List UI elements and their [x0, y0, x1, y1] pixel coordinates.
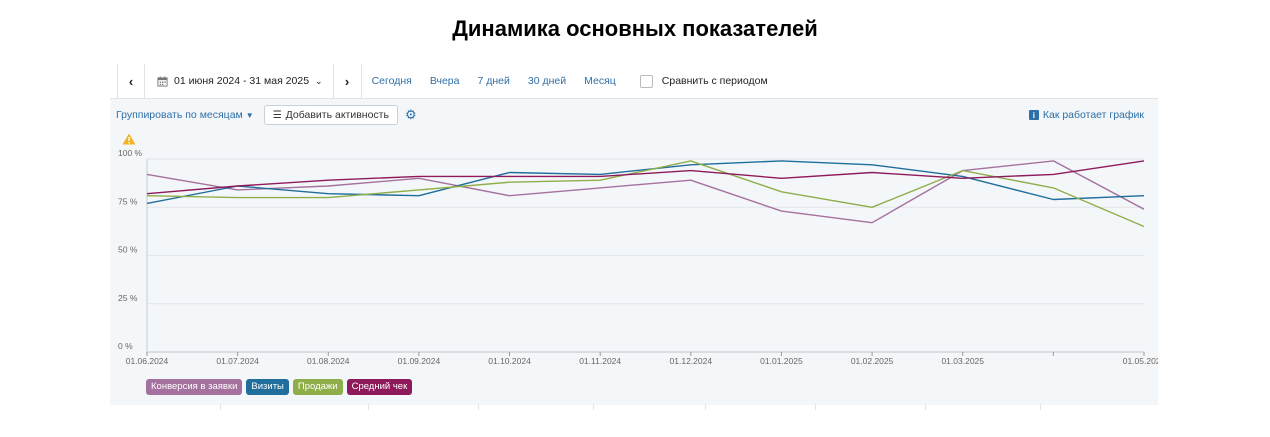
series-line-2[interactable]	[146, 160, 1145, 228]
chevron-left-icon: ‹	[128, 73, 134, 89]
compare-period-checkbox[interactable]: Сравнить с периодом	[639, 74, 768, 88]
quick-link-30-days[interactable]: 30 дней	[527, 75, 567, 87]
quick-link-month[interactable]: Месяц	[584, 75, 616, 87]
chevron-down-icon: ▼	[245, 111, 254, 120]
x-tick-label: 01.09.2024	[398, 356, 441, 366]
x-tick-label: 01.05.2025	[1123, 356, 1158, 366]
chart-panel: Группировать по месяцам ▼ ☰ Добавить акти…	[110, 98, 1158, 405]
group-by-dropdown[interactable]: Группировать по месяцам ▼	[116, 109, 254, 121]
y-tick-label: 75 %	[118, 196, 138, 206]
info-icon: i	[1028, 110, 1039, 120]
line-chart: 100 % 75 % 50 % 25 % 0 % 01.06.2024 01.07.2024…	[118, 148, 1158, 366]
checkbox-box[interactable]	[639, 74, 653, 88]
legend-item-conversion[interactable]: Конверсия в заявки	[146, 379, 243, 395]
x-tick-label: 01.10.2024	[488, 356, 531, 366]
x-tick-label: 01.06.2024	[126, 356, 169, 366]
list-icon: ☰	[272, 109, 282, 121]
x-tick-label: 01.07.2024	[216, 356, 259, 366]
x-tick-label: 01.08.2024	[307, 356, 350, 366]
date-range-label: 01 июня 2024 - 31 мая 2025	[174, 75, 310, 87]
x-tick-label: 01.02.2025	[851, 356, 894, 366]
legend-item-avg-check[interactable]: Средний чек	[346, 379, 413, 395]
chevron-right-icon: ›	[344, 73, 350, 89]
x-tick-label: 01.01.2025	[760, 356, 803, 366]
add-activity-button[interactable]: ☰ Добавить активность	[263, 105, 398, 125]
prev-period-button[interactable]: ‹	[117, 64, 145, 98]
page-title: Динамика основных показателей	[452, 16, 818, 41]
compare-period-label: Сравнить с периодом	[661, 75, 768, 87]
how-chart-works-link[interactable]: i Как работает график	[1028, 109, 1144, 121]
x-tick-label: 01.03.2025	[941, 356, 984, 366]
series-line-3[interactable]	[146, 160, 1145, 195]
y-tick-label: 0 %	[118, 341, 133, 351]
period-toolbar: ‹ 01 июня 2024 - 31 мая 2025 ⌄ › Сегодня…	[117, 64, 1157, 98]
legend-item-sales[interactable]: Продажи	[292, 379, 343, 395]
y-tick-label: 25 %	[118, 293, 138, 303]
series-line-0[interactable]	[146, 160, 1145, 224]
quick-link-today[interactable]: Сегодня	[371, 75, 412, 87]
x-tick-label: 01.11.2024	[579, 356, 621, 366]
y-tick-label: 100 %	[118, 148, 143, 158]
chart-controls: Группировать по месяцам ▼ ☰ Добавить акти…	[116, 105, 1144, 125]
chevron-down-icon: ⌄	[315, 75, 323, 86]
x-tick-label: 01.12.2024	[670, 356, 713, 366]
gear-icon[interactable]: ⚙	[404, 107, 417, 122]
date-range-picker[interactable]: 01 июня 2024 - 31 мая 2025 ⌄	[145, 64, 334, 98]
chart-legend: Конверсия в заявки Визиты Продажи Средни…	[146, 379, 413, 395]
warning-icon	[122, 133, 136, 145]
panel-bottom-ticks	[110, 404, 1158, 410]
y-tick-label: 50 %	[118, 245, 138, 255]
group-by-label: Группировать по месяцам	[116, 109, 243, 121]
series-line-1[interactable]	[146, 160, 1145, 205]
add-activity-label: Добавить активность	[285, 109, 389, 121]
how-chart-works-label: Как работает график	[1042, 109, 1144, 121]
quick-link-yesterday[interactable]: Вчера	[429, 75, 460, 87]
quick-link-7-days[interactable]: 7 дней	[477, 75, 510, 87]
next-period-button[interactable]: ›	[334, 64, 362, 98]
legend-item-visits[interactable]: Визиты	[246, 379, 289, 395]
calendar-icon	[157, 75, 168, 87]
